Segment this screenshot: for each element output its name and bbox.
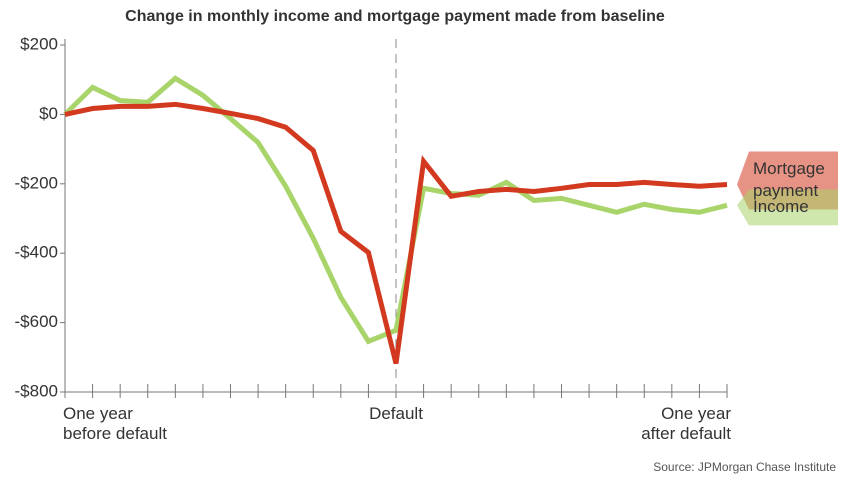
x-tick-label: One year after default — [641, 404, 731, 443]
y-tick-label: $200 — [20, 34, 58, 53]
y-tick-label: -$200 — [15, 173, 58, 192]
y-tick-label: -$800 — [15, 381, 58, 400]
legend-tag — [737, 189, 838, 226]
chart-title: Change in monthly income and mortgage pa… — [125, 8, 665, 25]
y-tick-label: -$400 — [15, 243, 58, 262]
x-tick-label: Default — [369, 404, 423, 423]
series-line — [63, 75, 728, 345]
x-tick-label: One year before default — [63, 404, 167, 443]
legend-label: Mortgage payment — [753, 159, 825, 201]
y-tick-label: -$600 — [15, 312, 58, 331]
y-tick-label: $0 — [39, 104, 58, 123]
source: Source: JPMorgan Chase Institute — [653, 460, 836, 474]
legend-label: Income — [753, 197, 809, 217]
series-line — [64, 101, 728, 365]
